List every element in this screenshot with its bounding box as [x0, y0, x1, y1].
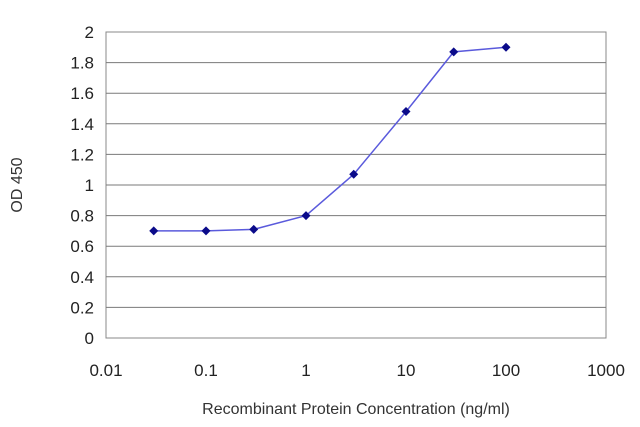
x-tick-label: 100 [492, 361, 520, 380]
data-point [201, 226, 211, 236]
data-point [501, 42, 511, 52]
x-tick-label: 10 [397, 361, 416, 380]
data-points [149, 42, 511, 236]
data-point [301, 211, 311, 221]
data-point [349, 169, 359, 179]
y-tick-label: 0.4 [70, 268, 94, 287]
data-point [401, 107, 411, 117]
y-tick-label: 1.4 [70, 115, 94, 134]
y-tick-label: 2 [85, 23, 94, 42]
y-tick-label: 0.8 [70, 207, 94, 226]
data-point [449, 47, 459, 57]
y-tick-label: 1.6 [70, 84, 94, 103]
y-tick-label: 0.6 [70, 237, 94, 256]
x-axis-title: Recombinant Protein Concentration (ng/ml… [202, 401, 510, 418]
y-tick-label: 1.2 [70, 145, 94, 164]
y-axis-title: OD 450 [9, 157, 26, 212]
x-tick-label: 0.1 [194, 361, 218, 380]
data-point [149, 226, 159, 236]
x-tick-label: 1 [301, 361, 310, 380]
y-tick-label: 1 [85, 176, 94, 195]
grid-lines [106, 62, 606, 308]
y-tick-label: 1.8 [70, 54, 94, 73]
y-tick-labels: 0 0.2 0.4 0.6 0.8 1 1.2 1.4 1.6 1.8 2 [70, 23, 94, 348]
x-tick-label: 0.01 [89, 361, 122, 380]
x-tick-label: 1000 [587, 361, 625, 380]
series-line [153, 46, 507, 232]
data-point [249, 224, 259, 234]
y-tick-label: 0.2 [70, 298, 94, 317]
x-tick-labels: 0.01 0.1 1 10 100 1000 [89, 361, 624, 380]
y-tick-label: 0 [85, 329, 94, 348]
